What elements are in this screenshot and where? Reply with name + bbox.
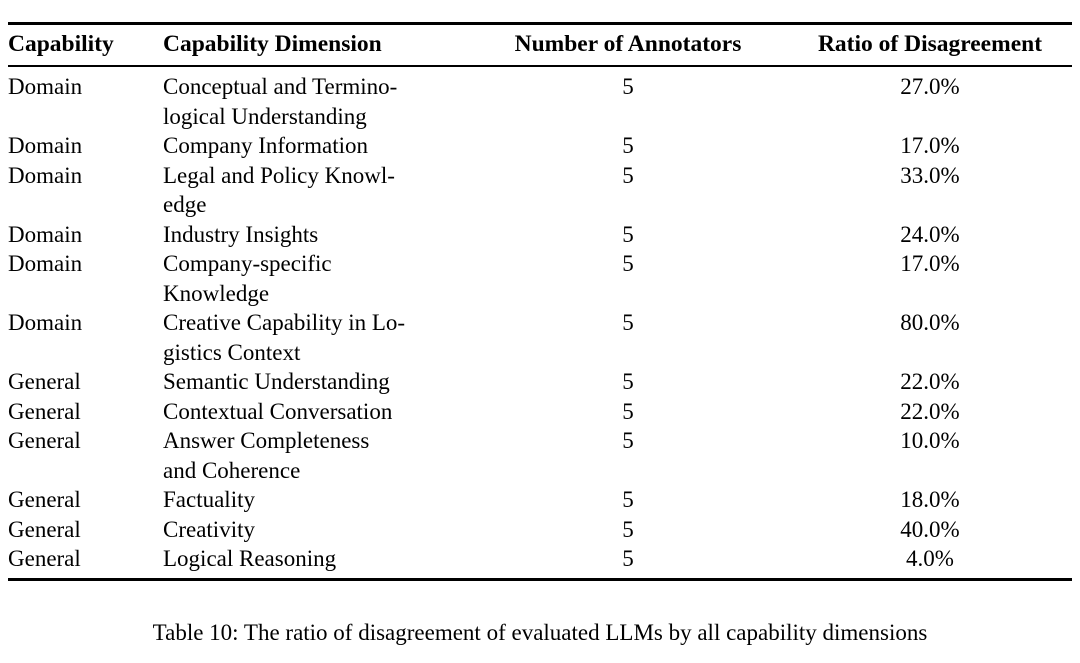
capability-cell: Domain <box>8 133 83 158</box>
annotators-cell: 5 <box>622 546 634 571</box>
dimension-cell: Company-specific Knowledge <box>163 251 332 306</box>
dimension-cell: Answer Completeness and Coherence <box>163 428 370 483</box>
capability-cell: General <box>8 516 81 542</box>
annotators-cell: 5 <box>622 369 634 394</box>
annotators-cell: 5 <box>622 398 634 424</box>
capability-cell: Domain <box>8 162 83 188</box>
disagreement-cell: 24.0% <box>900 221 960 247</box>
annotators-cell: 5 <box>622 516 634 542</box>
dimension-cell: Legal and Policy Knowl- edge <box>163 162 395 218</box>
dimension-cell: Logical Reasoning <box>163 546 337 571</box>
disagreement-cell: 4.0% <box>906 546 954 571</box>
capability-cell: Domain <box>8 74 83 99</box>
capability-cell: General <box>8 428 81 453</box>
dimension-cell: Factuality <box>163 487 255 512</box>
column-header-ratio-of-disagreement: Ratio of Disagreement <box>817 31 1043 57</box>
table-row: General Factuality 5 18.0% <box>8 485 1072 515</box>
disagreement-cell: 22.0% <box>900 369 960 394</box>
disagreement-cell: 18.0% <box>900 487 960 512</box>
table-row: General Semantic Understanding 5 22.0% <box>8 367 1072 397</box>
capability-cell: Domain <box>8 221 83 247</box>
annotators-cell: 5 <box>622 74 634 99</box>
annotators-cell: 5 <box>622 428 634 453</box>
capability-cell: General <box>8 398 81 424</box>
table-header: Capability Capability Dimension Number of … <box>8 23 1072 66</box>
dimension-cell: Industry Insights <box>163 221 319 247</box>
dimension-cell: Creativity <box>163 516 255 542</box>
table-body: Domain Conceptual and Termino- logical Un… <box>8 66 1072 579</box>
annotators-cell: 5 <box>622 310 634 335</box>
capability-cell: General <box>8 487 81 512</box>
disagreement-cell: 80.0% <box>900 310 960 335</box>
annotators-cell: 5 <box>622 251 634 276</box>
table-row: Domain Industry Insights 5 24.0% <box>8 220 1072 250</box>
disagreement-cell: 17.0% <box>900 251 960 276</box>
dimension-cell: Creative Capability in Lo- gistics Conte… <box>163 310 406 365</box>
column-header-capability-dimension: Capability Dimension <box>163 31 382 57</box>
annotators-cell: 5 <box>622 487 634 512</box>
table-caption: Table 10: The ratio of disagreement of e… <box>152 619 928 645</box>
disagreement-cell: 10.0% <box>900 428 960 453</box>
disagreement-cell: 40.0% <box>900 516 960 542</box>
table-row: Domain Creative Capability in Lo- gistics… <box>8 308 1072 367</box>
annotators-cell: 5 <box>622 221 634 247</box>
dimension-cell: Contextual Conversation <box>163 398 393 424</box>
disagreement-cell: 17.0% <box>900 133 960 158</box>
table-row: General Answer Completeness and Coherence… <box>8 426 1072 485</box>
column-header-number-of-annotators: Number of Annotators <box>514 31 742 57</box>
disagreement-cell: 27.0% <box>900 74 960 99</box>
annotators-cell: 5 <box>622 162 634 188</box>
disagreement-cell: 33.0% <box>900 162 960 188</box>
annotators-cell: 5 <box>622 133 634 158</box>
table-header-row: Capability Capability Dimension Number of … <box>8 23 1072 66</box>
capability-cell: General <box>8 546 81 571</box>
dimension-cell: Semantic Understanding <box>163 369 390 394</box>
capability-cell: General <box>8 369 81 394</box>
table-row: General Logical Reasoning 5 4.0% <box>8 544 1072 579</box>
dimension-cell: Conceptual and Termino- logical Understa… <box>163 74 398 129</box>
capability-cell: Domain <box>8 310 83 335</box>
dimension-cell: Company Information <box>163 133 369 158</box>
table-row: Domain Conceptual and Termino- logical Un… <box>8 66 1072 131</box>
table-row: General Contextual Conversation 5 22.0% <box>8 397 1072 427</box>
disagreement-table: Capability Capability Dimension Number of … <box>8 22 1072 581</box>
table-row: General Creativity 5 40.0% <box>8 515 1072 545</box>
table-row: Domain Company-specific Knowledge 5 17.0% <box>8 249 1072 308</box>
column-header-capability: Capability <box>8 31 114 57</box>
table-row: Domain Legal and Policy Knowl- edge 5 33.0% <box>8 161 1072 220</box>
capability-cell: Domain <box>8 251 83 276</box>
disagreement-cell: 22.0% <box>900 398 960 424</box>
table-row: Domain Company Information 5 17.0% <box>8 131 1072 161</box>
